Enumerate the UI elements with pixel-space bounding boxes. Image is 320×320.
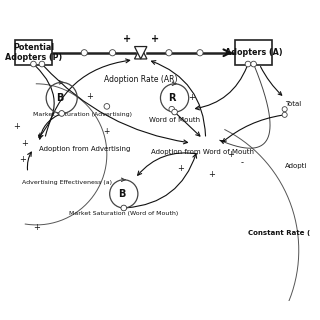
Text: B: B bbox=[118, 189, 125, 199]
Text: +: + bbox=[123, 34, 131, 44]
Circle shape bbox=[245, 61, 251, 67]
Circle shape bbox=[251, 61, 256, 67]
Circle shape bbox=[172, 109, 177, 115]
Polygon shape bbox=[134, 46, 147, 59]
FancyBboxPatch shape bbox=[15, 40, 52, 66]
Text: -: - bbox=[241, 158, 244, 167]
Text: +: + bbox=[188, 93, 195, 102]
Text: Advertising Effectiveness (a): Advertising Effectiveness (a) bbox=[22, 180, 112, 185]
Circle shape bbox=[172, 109, 177, 115]
Circle shape bbox=[121, 205, 126, 211]
FancyBboxPatch shape bbox=[235, 40, 272, 66]
Text: +: + bbox=[104, 127, 110, 136]
Circle shape bbox=[39, 61, 45, 67]
Text: +: + bbox=[208, 170, 215, 179]
Text: Adoption Rate (AR): Adoption Rate (AR) bbox=[104, 75, 178, 84]
Text: +: + bbox=[13, 122, 20, 131]
Text: Total: Total bbox=[285, 100, 301, 107]
Circle shape bbox=[31, 61, 36, 67]
Text: +: + bbox=[228, 150, 235, 159]
Text: Market Saturation (Word of Mouth): Market Saturation (Word of Mouth) bbox=[69, 211, 179, 216]
Circle shape bbox=[81, 50, 87, 56]
Circle shape bbox=[121, 205, 127, 211]
Text: Word of Mouth: Word of Mouth bbox=[149, 117, 200, 124]
Text: Constant Rate (: Constant Rate ( bbox=[248, 230, 310, 236]
Circle shape bbox=[109, 50, 116, 56]
Text: +: + bbox=[19, 156, 26, 164]
Text: Adoption from Advertising: Adoption from Advertising bbox=[39, 146, 131, 152]
Circle shape bbox=[282, 107, 287, 112]
Circle shape bbox=[169, 106, 175, 112]
Circle shape bbox=[59, 111, 65, 116]
Text: Market Saturation (Advertising): Market Saturation (Advertising) bbox=[34, 112, 132, 117]
Circle shape bbox=[282, 112, 287, 117]
Text: +: + bbox=[21, 139, 28, 148]
Text: B: B bbox=[56, 93, 63, 103]
Circle shape bbox=[104, 104, 110, 109]
Circle shape bbox=[197, 50, 203, 56]
Polygon shape bbox=[134, 46, 147, 59]
Text: +: + bbox=[33, 223, 40, 232]
Text: +: + bbox=[86, 92, 93, 101]
Text: +: + bbox=[151, 34, 159, 44]
Text: Adoption from Word of Mouth: Adoption from Word of Mouth bbox=[151, 148, 254, 155]
Circle shape bbox=[59, 111, 64, 116]
Text: R: R bbox=[169, 93, 176, 103]
Text: +: + bbox=[177, 164, 184, 173]
Text: Potential
Adopters (P): Potential Adopters (P) bbox=[5, 43, 62, 62]
Text: Adopters (A): Adopters (A) bbox=[225, 48, 283, 57]
Circle shape bbox=[166, 50, 172, 56]
Text: Adopti: Adopti bbox=[285, 163, 307, 169]
